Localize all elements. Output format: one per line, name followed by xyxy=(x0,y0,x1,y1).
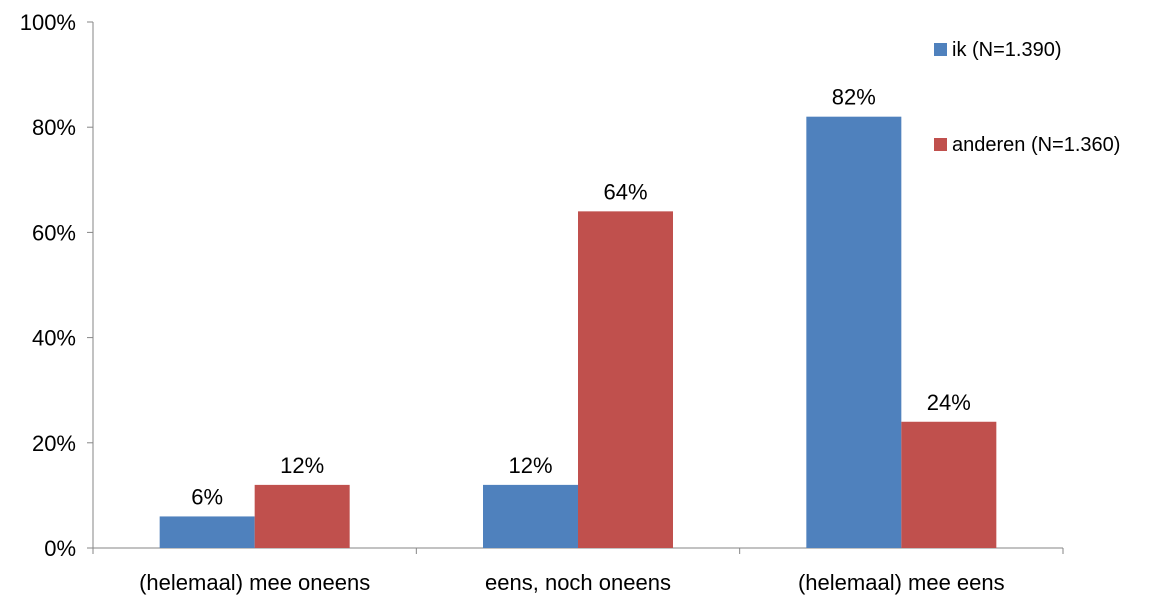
chart-bars xyxy=(159,116,997,549)
bar xyxy=(806,116,902,549)
bar-value-label: 64% xyxy=(603,179,647,204)
legend-swatch xyxy=(934,43,947,56)
y-tick-label: 40% xyxy=(32,326,76,351)
x-category-label: (helemaal) mee eens xyxy=(798,570,1005,595)
x-category-label: (helemaal) mee oneens xyxy=(139,570,370,595)
chart-legend: ik (N=1.390) anderen (N=1.360) xyxy=(934,39,1120,156)
bar xyxy=(159,516,255,548)
legend-label: anderen (N=1.360) xyxy=(952,134,1120,156)
legend-label: ik (N=1.390) xyxy=(952,39,1062,61)
bar xyxy=(483,484,578,548)
chart-data-labels: 6% 12% 82% 12% 64% 24% xyxy=(191,85,971,510)
bar-value-label: 82% xyxy=(832,85,876,110)
y-tick-label: 100% xyxy=(20,10,76,35)
bar xyxy=(578,211,673,549)
legend-swatch xyxy=(934,138,947,151)
bar-value-label: 12% xyxy=(508,453,552,478)
bar-value-label: 6% xyxy=(191,484,223,509)
y-tick-label: 60% xyxy=(32,220,76,245)
chart-axes: 0% 20% 40% 60% 80% 100% (helemaal) mee oneens e… xyxy=(20,10,1064,595)
bar xyxy=(254,484,350,548)
bar-value-label: 24% xyxy=(927,390,971,415)
bar xyxy=(901,421,997,548)
y-tick-label: 80% xyxy=(32,115,76,140)
x-category-label: eens, noch oneens xyxy=(485,570,671,595)
bar-value-label: 12% xyxy=(280,453,324,478)
y-tick-label: 20% xyxy=(32,431,76,456)
y-tick-label: 0% xyxy=(44,536,76,561)
